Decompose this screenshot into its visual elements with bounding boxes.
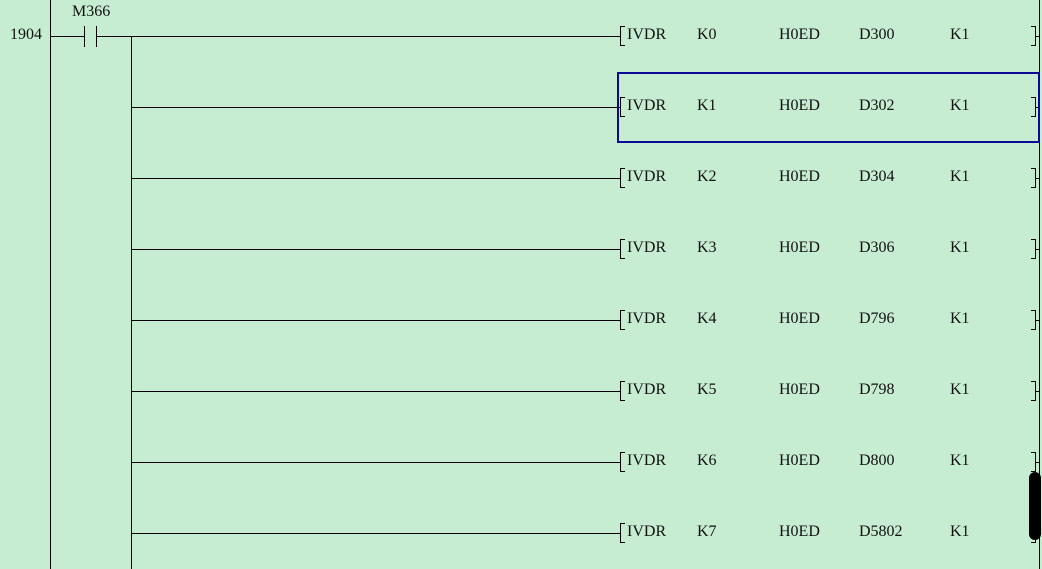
operand-3: D302 [859,97,895,114]
scrollbar-thumb[interactable] [1029,472,1041,540]
right-stub [1036,391,1040,392]
right-stub [1036,320,1040,321]
left-bracket [620,168,625,188]
right-bracket [1031,168,1036,188]
operand-2: H0ED [779,310,820,327]
step-number: 1904 [10,26,42,43]
operand-2: H0ED [779,381,820,398]
branch-bus [131,36,132,569]
left-bracket [620,239,625,259]
rung-wire-after-contact [96,36,131,37]
rung-wire-left [50,36,84,37]
operand-3: D796 [859,310,895,327]
right-bracket [1031,239,1036,259]
right-stub [1036,36,1040,37]
instruction-op: IVDR [627,310,667,327]
branch-wire [131,533,620,534]
right-stub [1036,178,1040,179]
operand-1: K3 [697,239,717,256]
operand-2: H0ED [779,239,820,256]
operand-3: D304 [859,168,895,185]
operand-3: D306 [859,239,895,256]
contact-m366[interactable] [84,26,85,47]
operand-4: K1 [950,452,970,469]
right-bracket [1031,310,1036,330]
operand-1: K1 [697,97,717,114]
left-bracket [620,523,625,543]
instruction-op: IVDR [627,381,667,398]
right-bracket [1031,97,1036,117]
operand-2: H0ED [779,168,820,185]
left-bracket [620,452,625,472]
left-bracket [620,381,625,401]
instruction-op: IVDR [627,523,667,540]
instruction-op: IVDR [627,452,667,469]
left-bracket [620,97,625,117]
left-bracket [620,310,625,330]
operand-1: K6 [697,452,717,469]
left-power-rail [50,0,51,569]
right-bracket [1031,381,1036,401]
branch-wire [131,320,620,321]
contact-label: M366 [72,3,111,20]
operand-3: D5802 [859,523,903,540]
right-stub [1036,249,1040,250]
branch-wire [131,107,620,108]
operand-1: K2 [697,168,717,185]
operand-2: H0ED [779,97,820,114]
instruction-op: IVDR [627,168,667,185]
operand-2: H0ED [779,26,820,43]
operand-4: K1 [950,239,970,256]
instruction-op: IVDR [627,97,667,114]
instruction-op: IVDR [627,239,667,256]
right-stub [1036,462,1040,463]
operand-4: K1 [950,310,970,327]
operand-1: K5 [697,381,717,398]
instruction-op: IVDR [627,26,667,43]
branch-wire [131,462,620,463]
operand-1: K0 [697,26,717,43]
operand-3: D798 [859,381,895,398]
operand-4: K1 [950,168,970,185]
right-bracket [1031,26,1036,46]
operand-1: K7 [697,523,717,540]
branch-wire [131,36,620,37]
operand-3: D800 [859,452,895,469]
branch-wire [131,178,620,179]
right-bracket [1031,452,1036,472]
right-power-rail [1039,0,1040,569]
cursor-selection [617,72,1040,143]
operand-1: K4 [697,310,717,327]
operand-2: H0ED [779,452,820,469]
operand-4: K1 [950,97,970,114]
operand-4: K1 [950,523,970,540]
operand-4: K1 [950,26,970,43]
operand-2: H0ED [779,523,820,540]
operand-3: D300 [859,26,895,43]
operand-4: K1 [950,381,970,398]
branch-wire [131,391,620,392]
left-bracket [620,26,625,46]
branch-wire [131,249,620,250]
